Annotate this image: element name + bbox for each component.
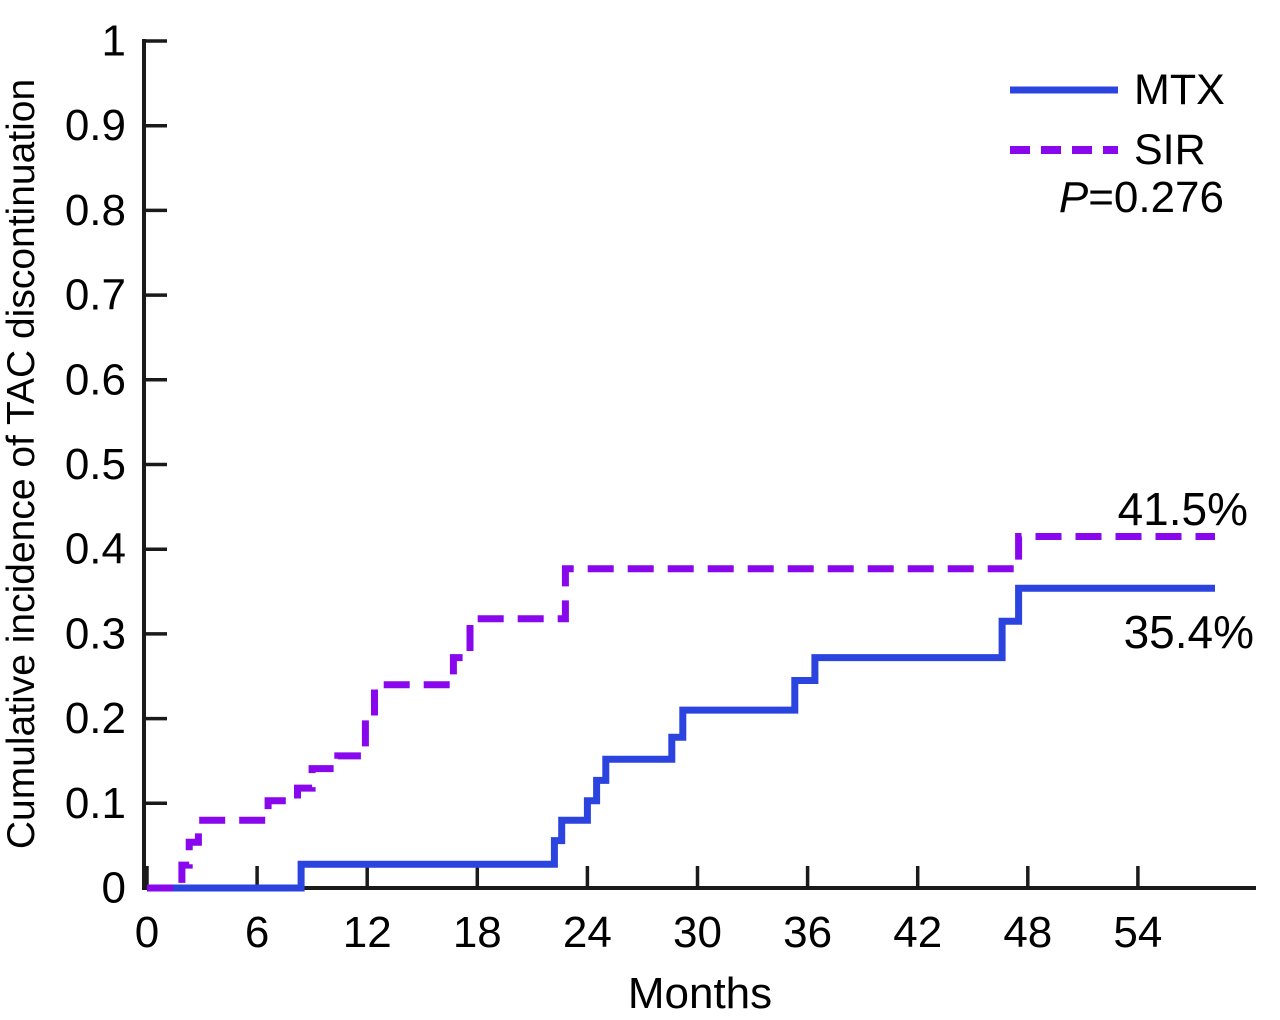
chart-generated-layer: 0 0.1 0.2 0.3 0.4 0.5 0.6 0.7 0.8 0.9 1 0 6 12 18 24 30 3… <box>65 17 1256 957</box>
y-axis-title: Cumulative incidence of TAC discontinuat… <box>0 79 43 849</box>
legend: MTX SIR P=0.276 <box>1010 66 1225 222</box>
legend-sir-label: SIR <box>1134 126 1206 174</box>
x-tick-label: 36 <box>783 908 832 957</box>
y-tick-label: 0.7 <box>65 271 126 320</box>
y-tick-label: 0.9 <box>65 101 126 150</box>
y-tick-label: 1 <box>102 17 126 66</box>
y-tick-label: 0 <box>102 864 126 913</box>
sir-curve <box>147 533 1215 892</box>
x-tick-label: 30 <box>673 908 722 957</box>
y-tick-label: 0.8 <box>65 186 126 235</box>
y-tick-label: 0.5 <box>65 440 126 489</box>
y-tick-label: 0.6 <box>65 355 126 404</box>
x-tick-label: 54 <box>1113 908 1162 957</box>
x-tick-label: 12 <box>343 908 392 957</box>
y-tick-label: 0.4 <box>65 525 126 574</box>
legend-mtx-label: MTX <box>1134 66 1225 114</box>
x-tick-label: 0 <box>135 908 159 957</box>
y-tick-label: 0.1 <box>65 779 126 828</box>
mtx-final-value-annotation: 35.4% <box>1124 606 1254 658</box>
x-tick-label: 6 <box>245 908 269 957</box>
y-tick-label: 0.2 <box>65 694 126 743</box>
mtx-curve <box>147 584 1215 892</box>
x-tick-label: 42 <box>893 908 942 957</box>
x-tick-label: 18 <box>453 908 502 957</box>
sir-final-value-annotation: 41.5% <box>1118 483 1248 535</box>
x-tick-label: 24 <box>563 908 612 957</box>
x-tick-label: 48 <box>1003 908 1052 957</box>
y-tick-label: 0.3 <box>65 609 126 658</box>
x-axis-title: Months <box>628 969 772 1018</box>
p-value: P=0.276 <box>1059 173 1224 222</box>
